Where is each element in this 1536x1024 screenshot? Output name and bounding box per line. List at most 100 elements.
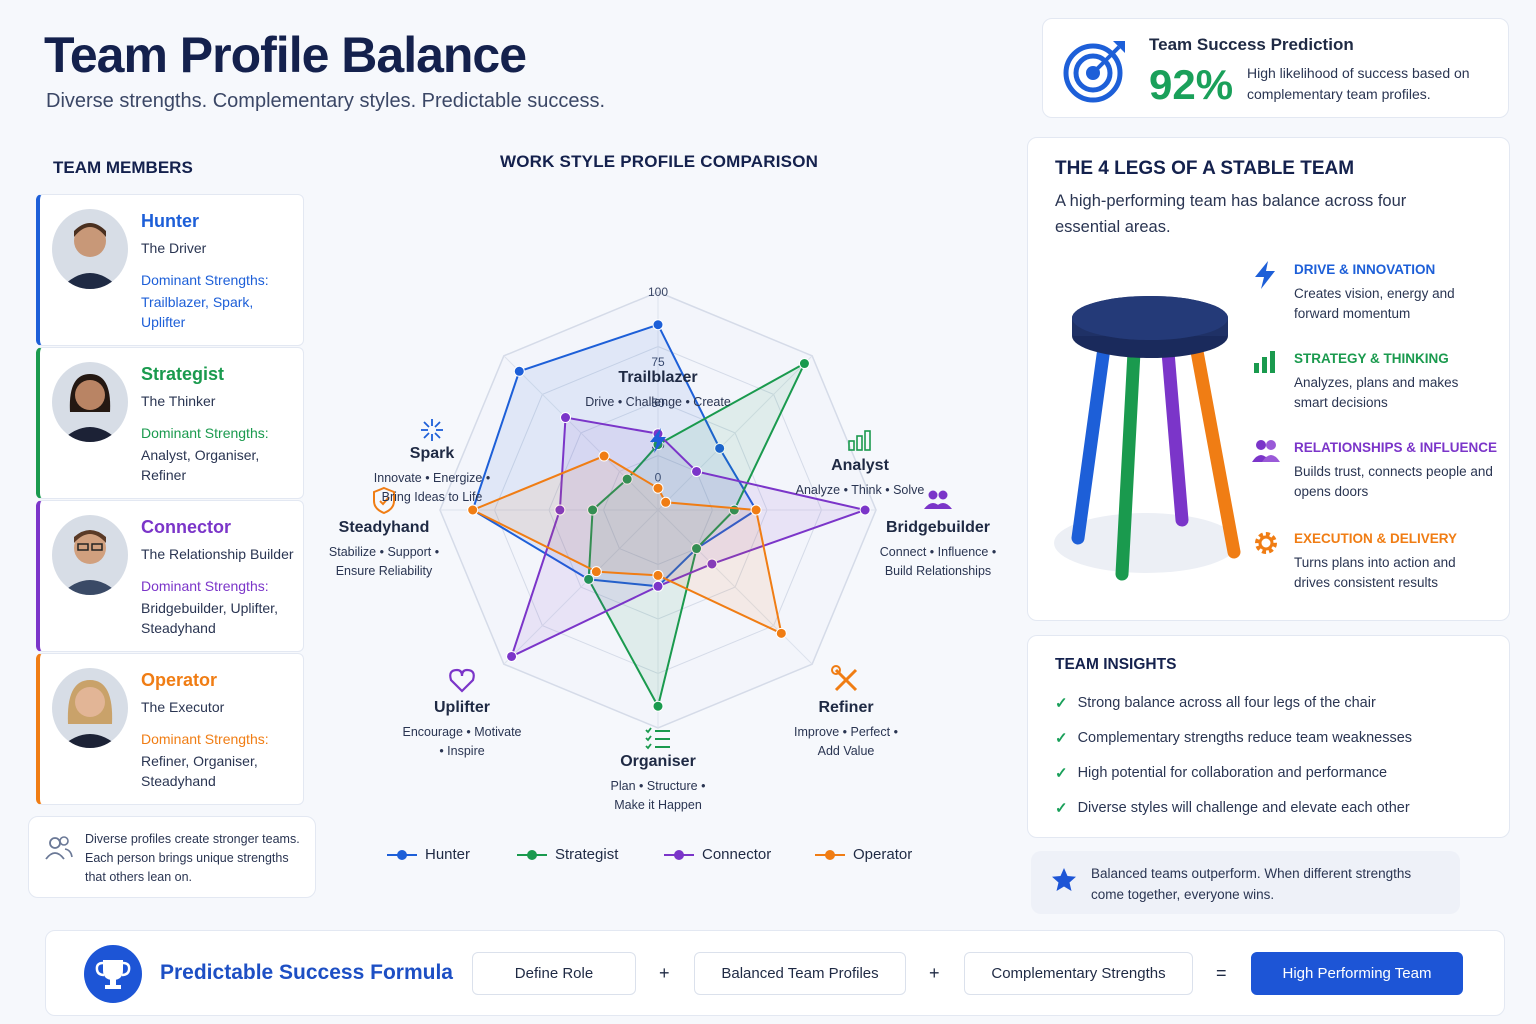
formula-step-complementary-strengths[interactable]: Complementary Strengths (964, 952, 1193, 995)
stable-team-subtitle: A high-performing team has balance acros… (1055, 192, 1407, 236)
legend-label: Connector (702, 846, 772, 863)
legend-label: Strategist (555, 846, 619, 863)
data-point-strategist (587, 504, 599, 516)
member-strengths: Analyst, Organiser, Refiner (141, 447, 260, 483)
legend-hunter[interactable]: Hunter (387, 846, 470, 863)
data-point-strategist (583, 573, 595, 585)
avatar (52, 209, 128, 289)
axis-desc: Drive • Challenge • Create (585, 395, 731, 409)
data-point-operator (590, 566, 602, 578)
axis-label-trailblazer: Trailblazer Drive • Challenge • Create (585, 369, 731, 453)
stable-team-card: THE 4 LEGS OF A STABLE TEAM A high-perfo… (1027, 137, 1510, 621)
leg-description: Builds trust, connects people and opens … (1294, 464, 1493, 499)
member-role: The Thinker (141, 393, 216, 409)
formula-step-balanced-profiles[interactable]: Balanced Team Profiles (694, 952, 906, 995)
member-role: The Executor (141, 699, 225, 715)
prediction-title: Team Success Prediction (1149, 35, 1354, 54)
axis-label-spark: Spark Innovate • Energize • Bring Ideas to… (374, 419, 490, 504)
insights-title: TEAM INSIGHTS (1055, 656, 1177, 673)
bar-chart-icon (1254, 351, 1275, 373)
avatar (52, 668, 128, 748)
data-point-connector (554, 504, 566, 516)
data-point-strategist (652, 700, 664, 712)
axis-label-uplifter: Uplifter Encourage • Motivate • Inspire (402, 668, 522, 758)
leg-heading: EXECUTION & DELIVERY (1294, 531, 1458, 546)
leg-description: Creates vision, energy and forward momen… (1294, 286, 1455, 321)
strengths-label: Dominant Strengths: (141, 272, 269, 288)
sparkle-icon (421, 419, 443, 441)
grid-spoke (657, 355, 813, 511)
stool-illustration (1054, 296, 1241, 581)
axis-name: Uplifter (434, 699, 490, 716)
data-point-strategist (691, 543, 703, 555)
legend-operator[interactable]: Operator (815, 846, 912, 863)
insight-text: Diverse styles will challenge and elevat… (1077, 800, 1410, 816)
data-point-operator (652, 569, 664, 581)
axis-desc: Stabilize • Support • (329, 545, 439, 559)
member-card-strategist[interactable]: Strategist The Thinker Dominant Strength… (36, 347, 304, 499)
grid-spoke (503, 355, 659, 511)
shield-icon (373, 486, 395, 515)
check-icon: ✓ (1055, 800, 1068, 817)
legend-marker (815, 849, 845, 860)
data-point-strategist (621, 473, 633, 485)
axis-desc: Build Relationships (885, 564, 991, 578)
strengths-label: Dominant Strengths: (141, 578, 269, 594)
member-card-connector[interactable]: Connector The Relationship Builder Domin… (36, 500, 304, 652)
formula-title: Predictable Success Formula (160, 961, 453, 984)
legend-label: Hunter (425, 846, 471, 863)
grid-spoke (503, 509, 659, 665)
prediction-value: 92% (1149, 61, 1234, 108)
data-point-operator (775, 627, 787, 639)
legend-label: Operator (853, 846, 913, 863)
member-name: Operator (141, 670, 218, 690)
axis-desc: Bring Ideas to Life (382, 490, 483, 504)
axis-name: Steadyhand (339, 519, 430, 536)
grid-spoke (657, 509, 813, 665)
data-point-hunter (513, 365, 525, 377)
insight-item: ✓ High potential for collaboration and pe… (1055, 764, 1387, 782)
formula-result-high-performing-team[interactable]: High Performing Team (1251, 952, 1463, 995)
axis-label-organiser: Organiser Plan • Structure • Make it Happe… (611, 727, 705, 812)
checklist-icon (645, 727, 670, 750)
leg-description: Analyzes, plans and makes smart decision… (1294, 375, 1459, 410)
tools-icon (831, 665, 858, 692)
data-point-operator (660, 496, 672, 508)
member-strengths: Bridgebuilder, Uplifter, Steadyhand (141, 600, 278, 636)
people-icon (45, 836, 73, 860)
leg-description: Turns plans into action and drives consi… (1294, 555, 1456, 590)
data-point-connector (506, 650, 518, 662)
target-icon (1063, 41, 1125, 103)
axis-name: Bridgebuilder (886, 519, 990, 536)
member-card-hunter[interactable]: Hunter The Driver Dominant Strengths: Tr… (36, 194, 304, 346)
data-point-operator (598, 450, 610, 462)
legend-connector[interactable]: Connector (664, 846, 771, 863)
legend-strategist[interactable]: Strategist (517, 846, 618, 863)
balanced-teams-note: Balanced teams outperform. When differen… (1031, 851, 1460, 914)
data-point-hunter (652, 319, 664, 331)
leg-heading: STRATEGY & THINKING (1294, 351, 1449, 366)
check-icon: ✓ (1055, 730, 1068, 747)
axis-desc: Improve • Perfect • (794, 725, 898, 739)
axis-name: Trailblazer (618, 369, 697, 386)
formula-operator-plus: + (659, 963, 670, 983)
axis-name: Organiser (620, 753, 696, 770)
data-point-connector (560, 412, 572, 424)
trophy-icon (84, 945, 142, 1003)
lightning-icon (1255, 261, 1275, 289)
member-name: Strategist (141, 364, 225, 384)
formula-step-define-role[interactable]: Define Role (472, 952, 636, 995)
data-point-hunter (714, 442, 726, 454)
diverse-profiles-note: Diverse profiles create stronger teams. … (28, 816, 316, 898)
member-card-operator[interactable]: Operator The Executor Dominant Strengths… (36, 653, 304, 805)
tick-label: 0 (655, 470, 662, 484)
axis-desc: Encourage • Motivate (402, 725, 521, 739)
team-insights-card: TEAM INSIGHTS ✓ Strong balance across all… (1027, 635, 1510, 838)
axis-desc: Add Value (818, 744, 875, 758)
avatar (52, 362, 128, 442)
strengths-label: Dominant Strengths: (141, 425, 269, 441)
team-members-title: TEAM MEMBERS (53, 158, 193, 177)
axis-desc: Analyze • Think • Solve (796, 483, 925, 497)
strengths-label: Dominant Strengths: (141, 731, 269, 747)
